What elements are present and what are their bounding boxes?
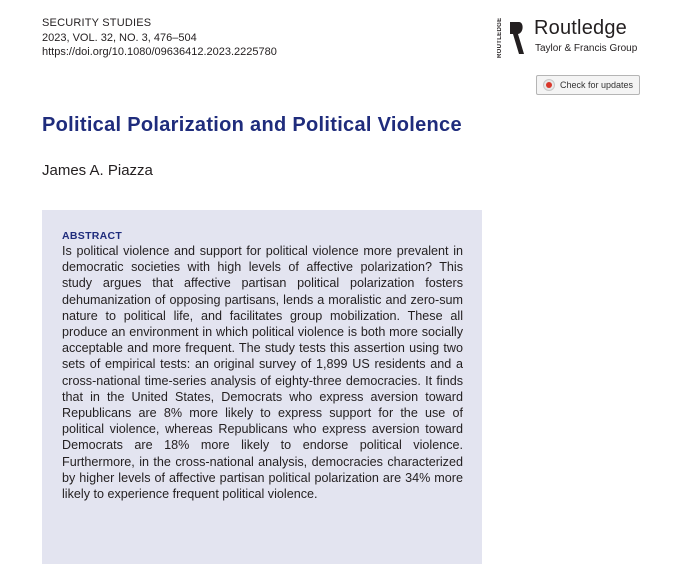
check-for-updates-label: Check for updates xyxy=(560,80,634,90)
publisher-logo: ROUTLEDGE Routledge Taylor & Francis Gro… xyxy=(497,16,657,60)
doi-link[interactable]: https://doi.org/10.1080/09636412.2023.22… xyxy=(42,46,277,58)
check-for-updates-button[interactable]: Check for updates xyxy=(536,75,640,95)
publisher-subtitle: Taylor & Francis Group xyxy=(535,43,638,54)
article-title: Political Polarization and Political Vio… xyxy=(42,114,462,136)
journal-meta: SECURITY STUDIES 2023, VOL. 32, NO. 3, 4… xyxy=(42,16,277,60)
publisher-name: Routledge xyxy=(534,17,627,39)
abstract-box: ABSTRACT Is political violence and suppo… xyxy=(42,210,482,564)
journal-name: SECURITY STUDIES xyxy=(42,17,152,29)
article-author: James A. Piazza xyxy=(42,162,153,179)
journal-issue: 2023, VOL. 32, NO. 3, 476–504 xyxy=(42,31,197,44)
abstract-heading: ABSTRACT xyxy=(62,230,123,242)
publisher-side-text: ROUTLEDGE xyxy=(497,17,503,59)
abstract-text: Is political violence and support for po… xyxy=(62,244,463,502)
routledge-logo-icon xyxy=(510,22,524,54)
crossmark-icon xyxy=(543,79,555,91)
